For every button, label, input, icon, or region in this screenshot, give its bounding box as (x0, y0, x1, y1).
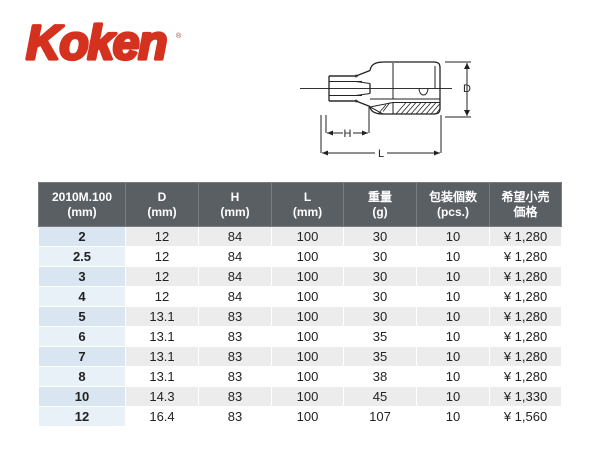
svg-text:H: H (344, 128, 352, 140)
svg-text:D: D (463, 83, 471, 95)
svg-text:L: L (378, 148, 384, 160)
